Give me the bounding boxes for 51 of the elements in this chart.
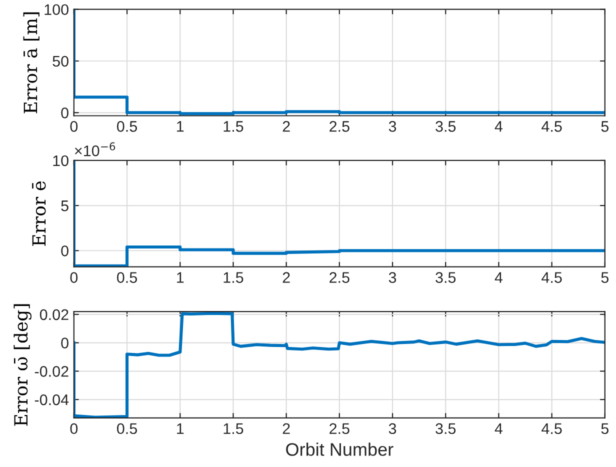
y-tick-label: 0 (61, 108, 68, 118)
text: ×10$^{−6}$ (74, 142, 116, 156)
x-tick-label: 2.5 (330, 121, 350, 132)
y-tick-label: 50 (52, 56, 68, 67)
x-tick-label: 0.5 (117, 272, 137, 283)
x-tick-label: 1 (177, 272, 184, 283)
y-tick-label: 10 (53, 155, 68, 166)
x-tick-label: 4 (494, 423, 503, 434)
y-axis-title: Error ω̄ [deg] (14, 304, 32, 426)
x-tick-label: 1 (177, 121, 184, 132)
x-tick-label: 1.5 (224, 121, 244, 132)
y-tick-label: 0.02 (40, 309, 68, 320)
x-tick-label: 3.5 (436, 423, 456, 434)
line-series (74, 312, 605, 418)
x-tick-label: 3 (388, 272, 396, 283)
x-tick-label: 2 (282, 121, 290, 132)
x-tick-label: 2.5 (330, 423, 350, 434)
y-tick-label: 0 (61, 338, 68, 348)
x-tick-label: 0 (70, 423, 78, 434)
x-tick-label: 3.5 (436, 121, 456, 132)
x-tick-label: 4.5 (542, 121, 562, 132)
line-series (74, 160, 605, 267)
x-tick-label: 0 (70, 121, 78, 132)
x-axis-title: Orbit Number (286, 442, 394, 456)
x-tick-label: 3 (388, 423, 396, 434)
y-tick-label: 100 (44, 4, 68, 16)
y-tick-label: -0.02 (34, 366, 68, 377)
x-tick-label: 1 (177, 423, 184, 434)
x-tick-label: 0.5 (117, 121, 137, 132)
x-tick-label: 4 (494, 121, 503, 132)
y-tick-label: 0 (61, 245, 68, 256)
y-tick-label: -0.04 (34, 394, 69, 406)
x-tick-label: 0 (70, 272, 78, 283)
x-tick-label: 0.5 (117, 423, 137, 434)
x-tick-label: 3.5 (436, 272, 456, 283)
x-tick-label: 2 (282, 423, 290, 434)
x-tick-label: 5 (601, 121, 609, 132)
y-axis-title: Error ā [m] (23, 12, 40, 114)
x-tick-label: 4.5 (542, 423, 562, 434)
x-tick-label: 2 (282, 272, 290, 283)
x-tick-label: 3 (388, 121, 396, 132)
x-tick-label: 2.5 (330, 272, 350, 283)
x-tick-label: 4 (494, 272, 503, 283)
x-tick-label: 4.5 (542, 272, 562, 283)
x-tick-label: 5 (601, 423, 609, 434)
line-series (74, 9, 605, 116)
y-tick-label: 5 (61, 200, 68, 212)
x-tick-label: 1.5 (224, 272, 244, 283)
x-tick-label: 1.5 (224, 423, 244, 434)
y-axis-title: Error ē (32, 181, 46, 246)
x-tick-label: 5 (601, 272, 609, 283)
